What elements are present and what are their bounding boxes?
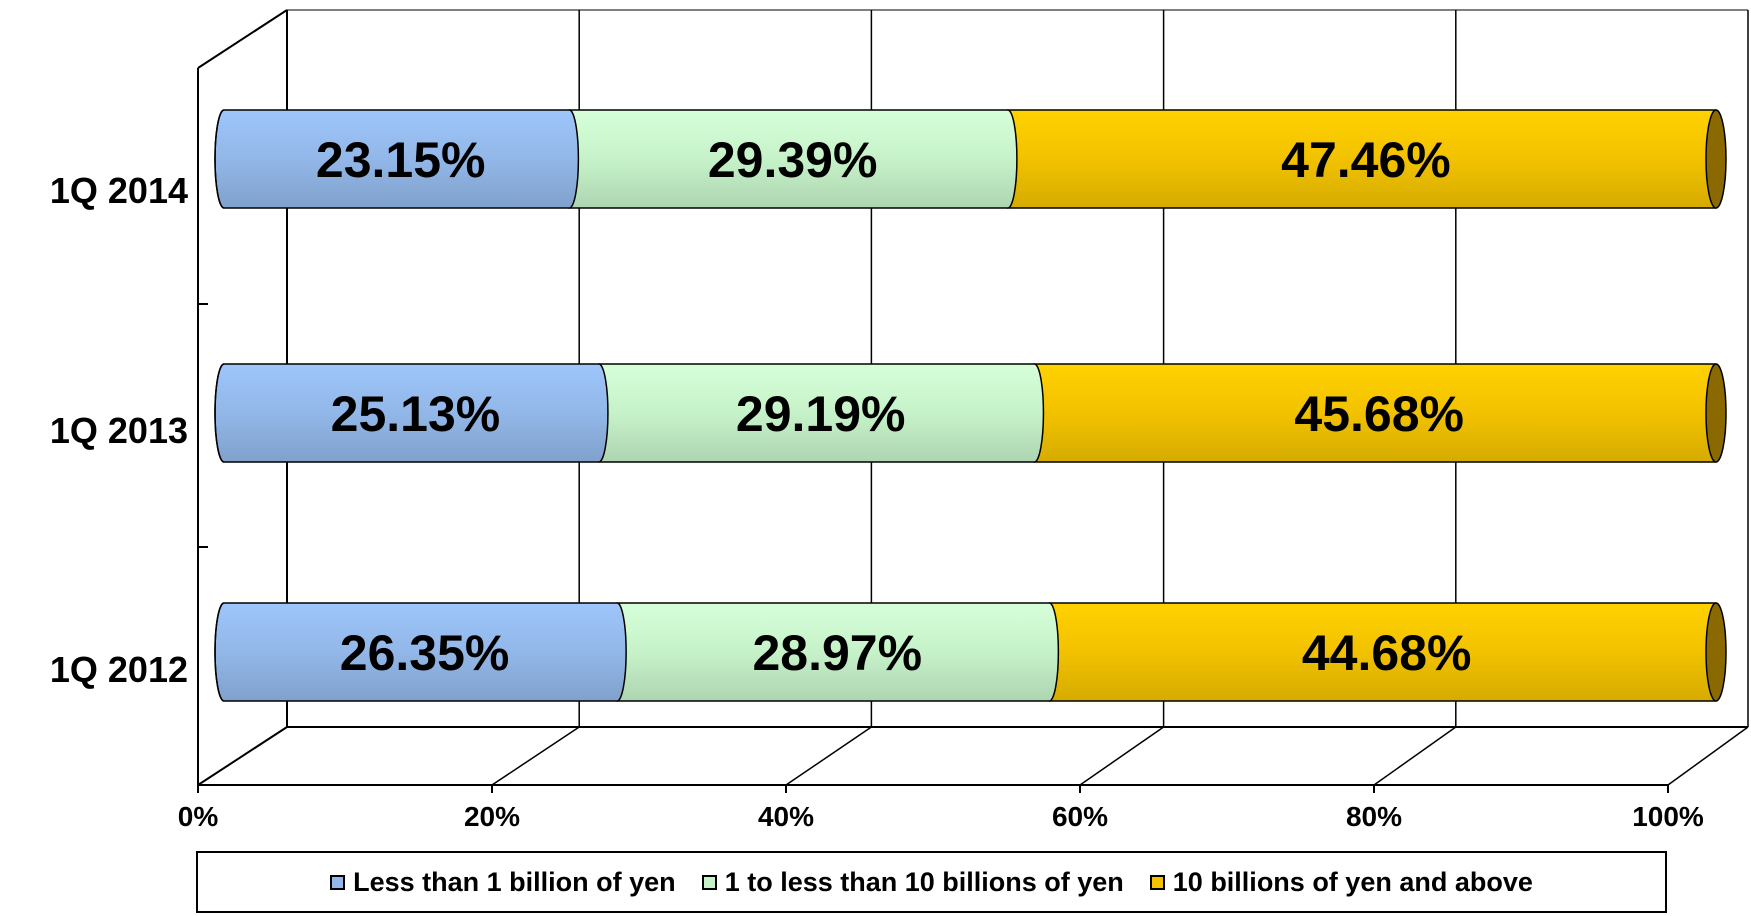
- x-tick-label: 80%: [1346, 801, 1402, 832]
- legend-label: 1 to less than 10 billions of yen: [724, 866, 1124, 897]
- data-label: 29.19%: [736, 386, 906, 442]
- x-tick-label: 0%: [178, 801, 219, 832]
- x-tick-label: 100%: [1632, 801, 1704, 832]
- stacked-bar-chart: 26.35% 28.97% 44.68% 25.13% 29.19% 45.68% 23.1…: [50, 9, 1749, 832]
- side-wall-top-edge: [197, 9, 288, 69]
- floor-gridline: [785, 726, 872, 786]
- floor-left-edge: [197, 726, 288, 786]
- data-label: 23.15%: [316, 132, 486, 188]
- legend-label: 10 billions of yen and above: [1172, 866, 1533, 897]
- legend-item: Less than 1 billion of yen: [330, 867, 676, 898]
- legend-label: Less than 1 billion of yen: [353, 866, 676, 897]
- bar-series-group: 26.35% 28.97% 44.68% 25.13% 29.19% 45.68% 23.1…: [214, 109, 1727, 702]
- bar-end-cap: [1705, 602, 1727, 702]
- data-label: 47.46%: [1281, 132, 1451, 188]
- bar-segment-cap: [214, 109, 225, 209]
- legend: Less than 1 billion of yen 1 to less than…: [196, 851, 1667, 913]
- y-tick-label: 1Q 2013: [50, 410, 188, 451]
- bar-segment-cap: [214, 602, 225, 702]
- bar-end-cap: [1705, 109, 1727, 209]
- legend-swatch: [701, 874, 717, 890]
- data-label: 25.13%: [331, 386, 501, 442]
- data-label: 26.35%: [340, 625, 510, 681]
- data-label: 28.97%: [752, 625, 922, 681]
- legend-item: 10 billions of yen and above: [1149, 866, 1533, 898]
- floor-gridline: [491, 726, 580, 786]
- floor-gridline: [1373, 726, 1457, 786]
- legend-item: 1 to less than 10 billions of yen: [701, 866, 1124, 898]
- legend-swatch: [330, 874, 346, 890]
- x-axis-ticks: 0% 20% 40% 60% 80% 100%: [178, 801, 1704, 832]
- x-tick-label: 40%: [758, 801, 814, 832]
- bar-segment-cap: [214, 363, 225, 463]
- y-axis-labels: 1Q 2012 1Q 2013 1Q 2014: [50, 170, 188, 690]
- data-label: 44.68%: [1302, 625, 1472, 681]
- y-tick-label: 1Q 2012: [50, 649, 188, 690]
- floor-gridline: [1667, 726, 1749, 786]
- x-tick-label: 60%: [1052, 801, 1108, 832]
- bar-end-cap: [1705, 363, 1727, 463]
- legend-swatch: [1149, 874, 1165, 890]
- floor-gridline: [1079, 726, 1165, 786]
- x-tick-label: 20%: [464, 801, 520, 832]
- data-label: 29.39%: [708, 132, 878, 188]
- data-label: 45.68%: [1294, 386, 1464, 442]
- y-tick-label: 1Q 2014: [50, 170, 188, 211]
